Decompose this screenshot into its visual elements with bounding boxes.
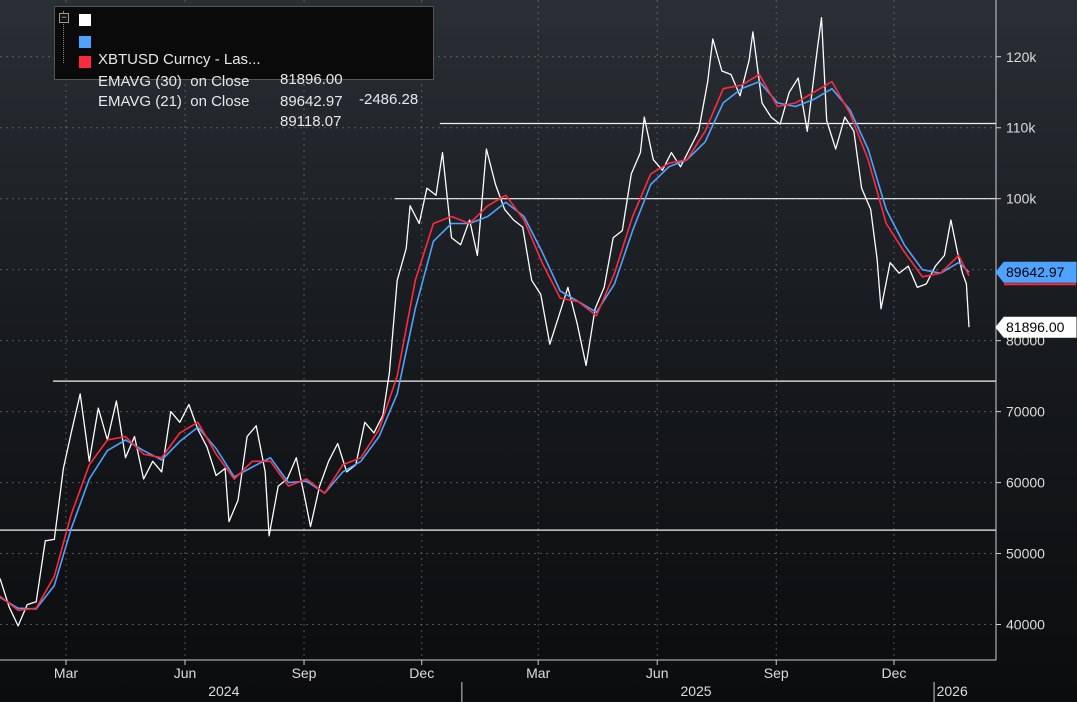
x-tick-label: Jun: [646, 665, 669, 681]
x-tick-label: Jun: [174, 665, 197, 681]
legend-box: − XBTUSD Curncy - Las... 81896.00 -2486.…: [54, 6, 434, 130]
x-tick-label: Sep: [764, 665, 789, 681]
legend-row-price[interactable]: XBTUSD Curncy - Las... 81896.00 -2486.28: [55, 10, 433, 108]
collapse-icon[interactable]: −: [59, 13, 69, 23]
series-line-2: [0, 73, 970, 612]
legend-series-change: -2486.28: [359, 91, 419, 108]
y-tick-label: 50000: [1006, 546, 1045, 562]
legend-swatch-price: [79, 14, 91, 26]
y-tick-label: 110k: [1006, 120, 1036, 136]
y-tick-label: 120k: [1006, 49, 1037, 65]
series-line-1: [0, 80, 970, 610]
ema30-value-tag: 89642.97: [995, 261, 1077, 283]
y-tick-label: 40000: [1006, 617, 1045, 633]
x-tick-label: Mar: [526, 665, 550, 681]
legend-series-value: 89118.07: [280, 113, 342, 130]
y-tick-label: 100k: [1006, 191, 1037, 207]
legend-row-ema21[interactable]: EMAVG (21) on Close 89118.07: [55, 52, 433, 130]
y-tick-label: 70000: [1006, 404, 1045, 420]
y-tick-label: 60000: [1006, 475, 1045, 491]
legend-series-name: XBTUSD Curncy - Las...: [98, 51, 261, 68]
legend-series-value: 81896.00: [280, 71, 343, 88]
legend-series-name: EMAVG (30) on Close: [98, 73, 250, 90]
ema30-value-tag-text: 89642.97: [1006, 264, 1065, 280]
year-label: 2025: [680, 683, 711, 699]
last-price-tag: 81896.00: [995, 316, 1077, 338]
x-tick-label: Mar: [54, 665, 78, 681]
x-tick-label: Dec: [409, 665, 434, 681]
legend-swatch-ema21: [79, 56, 91, 68]
legend-swatch-ema30: [79, 36, 91, 48]
legend-tree-connector: [63, 11, 72, 63]
year-label: 2024: [208, 683, 239, 699]
last-price-tag-box: [995, 316, 1077, 338]
legend-series-name: EMAVG (21) on Close: [98, 93, 250, 110]
ema30-value-tag-box: [995, 261, 1077, 283]
x-tick-label: Dec: [882, 665, 907, 681]
last-price-tag-text: 81896.00: [1006, 319, 1065, 335]
legend-row-ema30[interactable]: EMAVG (30) on Close 89642.97: [55, 32, 433, 110]
x-tick-label: Sep: [292, 665, 317, 681]
legend-series-value: 89642.97: [280, 93, 343, 110]
year-label: 2026: [937, 683, 968, 699]
